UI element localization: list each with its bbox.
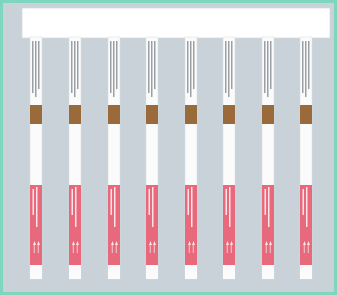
header-card <box>22 8 330 38</box>
test-strip <box>108 37 120 279</box>
test-strip <box>223 37 235 279</box>
test-strip <box>69 37 81 279</box>
test-strip <box>300 37 312 279</box>
background <box>3 3 334 292</box>
test-strip <box>146 37 158 279</box>
photo <box>0 0 337 295</box>
test-strip <box>185 37 197 279</box>
test-strip <box>30 37 42 279</box>
test-strip <box>262 37 274 279</box>
page: (() => { const data = JSON.parse(documen… <box>0 0 337 295</box>
